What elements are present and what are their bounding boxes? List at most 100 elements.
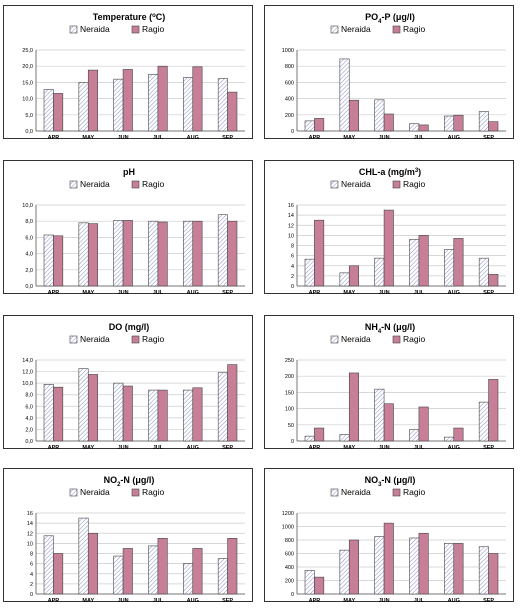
legend-label-series2: Ragio xyxy=(142,24,164,34)
x-tick-label: APR xyxy=(309,135,321,140)
bar-series1 xyxy=(148,545,159,595)
legend-swatch-series2 xyxy=(392,180,401,189)
legend-swatch-series1 xyxy=(330,25,339,34)
bar-series1 xyxy=(374,388,385,442)
legend-label-series2: Ragio xyxy=(142,179,164,189)
x-tick-label: AUG xyxy=(448,445,460,450)
y-tick-label: 0,0 xyxy=(25,129,33,135)
bar-series2 xyxy=(314,427,325,442)
bar-series2 xyxy=(418,124,429,132)
x-tick-label: JUN xyxy=(379,135,390,140)
x-tick-label: MAY xyxy=(343,598,355,603)
bar-series2 xyxy=(314,219,325,287)
legend-swatch-series2 xyxy=(131,335,140,344)
bar-series1 xyxy=(78,222,89,287)
bar-series2 xyxy=(453,114,464,132)
bar-series2 xyxy=(122,548,133,595)
bar-series1 xyxy=(339,549,350,595)
x-tick-label: SEP xyxy=(483,135,494,140)
chart-title: NO3-N (μg/l) xyxy=(365,475,416,488)
y-tick-label: 2 xyxy=(291,274,294,280)
y-tick-label: 250 xyxy=(285,358,294,364)
x-tick-label: AUG xyxy=(448,135,460,140)
bar-series1 xyxy=(409,429,420,442)
x-tick-label: JUN xyxy=(379,598,390,603)
bar-series1 xyxy=(304,120,315,132)
bar-series2 xyxy=(418,532,429,595)
chart-panel: PO4-P (μg/l) Neraida Ragio 0 200 400 600 800 100… xyxy=(264,5,514,140)
bar-series1 xyxy=(148,220,159,287)
chart-svg: Temperature (oC) Neraida Ragio 0,0 5,0 10,0 15… xyxy=(22,12,245,140)
legend-label-series1: Neraida xyxy=(341,487,371,497)
legend-swatch-series1 xyxy=(69,180,78,189)
y-tick-label: 6,0 xyxy=(25,235,33,241)
x-tick-label: AUG xyxy=(187,290,199,295)
bar-series1 xyxy=(43,384,54,442)
y-tick-label: 10 xyxy=(288,233,294,239)
x-tick-label: APR xyxy=(309,290,321,295)
bar-series1 xyxy=(374,257,385,287)
bar-series2 xyxy=(227,538,238,595)
legend-label-series1: Neraida xyxy=(80,179,110,189)
bar-series1 xyxy=(113,382,124,442)
y-tick-label: 200 xyxy=(285,579,294,585)
y-tick-label: 0,0 xyxy=(25,284,33,290)
y-tick-label: 16 xyxy=(288,203,294,209)
x-tick-label: JUN xyxy=(379,445,390,450)
bar-series2 xyxy=(192,220,203,287)
chart-title: Temperature (oC) xyxy=(93,12,166,22)
legend-label-series2: Ragio xyxy=(403,487,425,497)
x-tick-label: SEP xyxy=(222,598,233,603)
legend-swatch-series1 xyxy=(330,335,339,344)
bar-series2 xyxy=(192,387,203,442)
bar-series1 xyxy=(183,389,194,442)
bar-series1 xyxy=(113,78,124,132)
bar-series1 xyxy=(113,555,124,595)
bar-series2 xyxy=(122,385,133,442)
y-tick-label: 0,0 xyxy=(25,439,33,445)
bar-series1 xyxy=(478,257,489,287)
chart-panel: NO2-N (μg/l) Neraida Ragio 0 2 4 6 8 10 12 14 16 APR… xyxy=(3,468,253,603)
x-tick-label: AUG xyxy=(187,598,199,603)
bar-series1 xyxy=(304,435,315,442)
y-tick-label: 12 xyxy=(288,223,294,229)
y-tick-label: 200 xyxy=(285,113,294,119)
bar-series1 xyxy=(148,389,159,442)
legend-label-series1: Neraida xyxy=(341,334,371,344)
bar-series1 xyxy=(444,249,455,287)
x-tick-label: JUN xyxy=(118,598,129,603)
bar-series1 xyxy=(339,58,350,132)
chart-svg: CHL-a (mg/m3) Neraida Ragio 0 2 4 6 8 10 12 14 16 AP… xyxy=(288,167,506,295)
bar-series2 xyxy=(418,235,429,287)
bar-series2 xyxy=(157,65,168,132)
legend-swatch-series2 xyxy=(131,25,140,34)
bar-series2 xyxy=(157,221,168,287)
bar-series1 xyxy=(113,220,124,287)
y-tick-label: 4,0 xyxy=(25,252,33,258)
bar-series2 xyxy=(488,121,499,132)
x-tick-label: SEP xyxy=(222,445,233,450)
x-tick-label: APR xyxy=(48,135,60,140)
bar-series2 xyxy=(314,118,325,132)
x-tick-label: JUL xyxy=(153,135,164,140)
chart-panel: pH Neraida Ragio 0,0 2,0 4,0 6,0 8,0 10,0 APR MAY J… xyxy=(3,160,253,295)
x-tick-label: JUN xyxy=(379,290,390,295)
chart-title: pH xyxy=(123,167,135,177)
chart-title: NO2-N (μg/l) xyxy=(104,475,155,488)
y-tick-label: 10,0 xyxy=(22,381,33,387)
bar-series2 xyxy=(192,66,203,132)
bar-series2 xyxy=(488,379,499,442)
x-tick-label: MAY xyxy=(343,445,355,450)
x-tick-label: APR xyxy=(48,290,60,295)
bar-series2 xyxy=(122,69,133,132)
y-tick-label: 8,0 xyxy=(25,393,33,399)
y-tick-label: 14,0 xyxy=(22,358,33,364)
legend-label-series2: Ragio xyxy=(142,487,164,497)
chart-svg: NO2-N (μg/l)Neraida Ragio 0 2 4 6 8 10 12 14 16 APR… xyxy=(27,475,245,603)
bar-series1 xyxy=(78,368,89,442)
x-tick-label: MAY xyxy=(82,598,94,603)
chart-panel: NO3-N (μg/l) Neraida Ragio 0 200 400 600 800 100… xyxy=(264,468,514,603)
y-tick-label: 12,0 xyxy=(22,370,33,376)
bar-series2 xyxy=(87,69,98,132)
legend-swatch-series2 xyxy=(392,25,401,34)
